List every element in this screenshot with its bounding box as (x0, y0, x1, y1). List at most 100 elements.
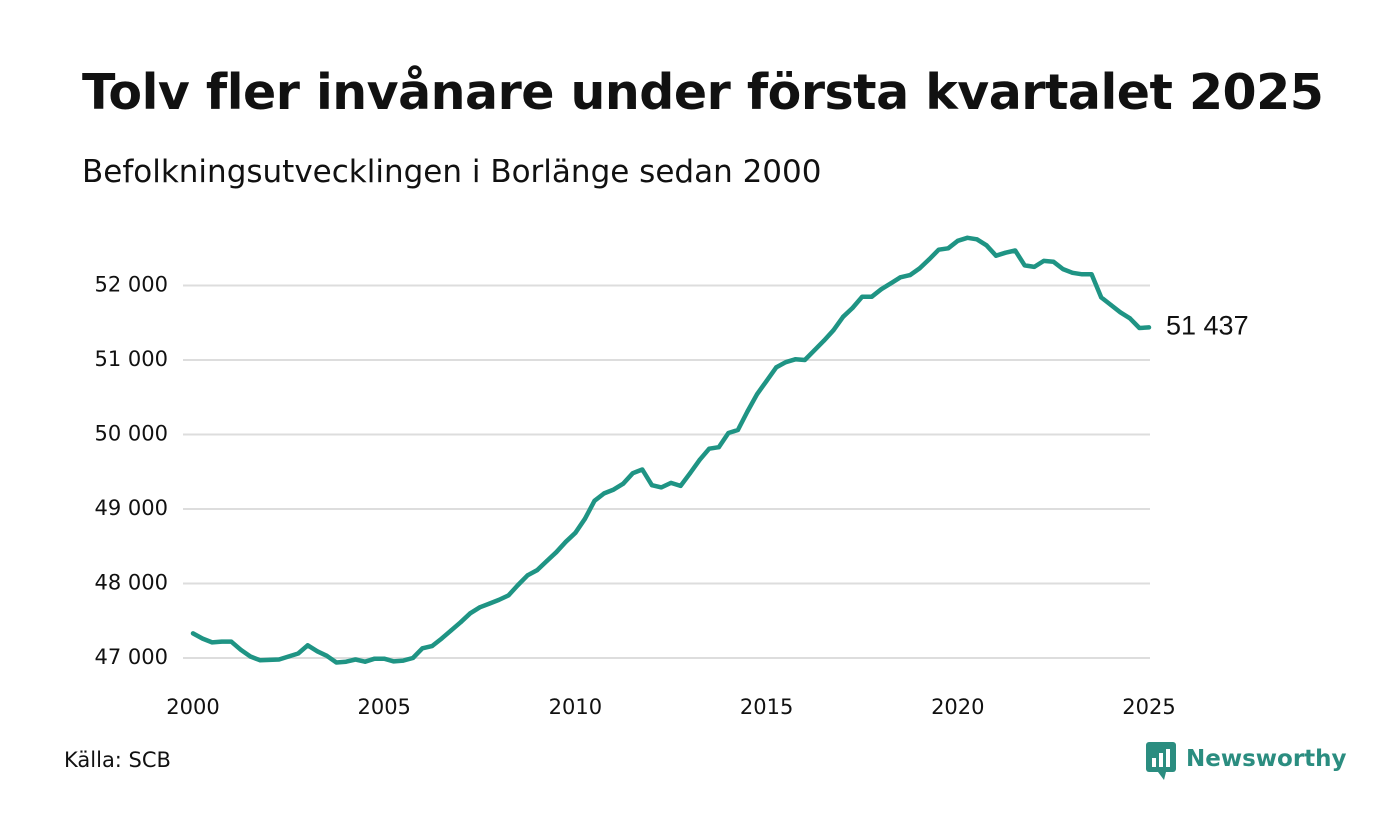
data-point (611, 487, 616, 492)
data-point (927, 257, 932, 262)
chart-subtitle: Befolkningsutvecklingen i Borlänge sedan… (82, 154, 822, 190)
data-point (401, 658, 406, 663)
data-point (1022, 263, 1027, 268)
data-point (324, 653, 329, 658)
data-point (477, 605, 482, 610)
data-point (238, 647, 243, 652)
data-point (525, 573, 530, 578)
data-point (563, 539, 568, 544)
data-points (191, 235, 1151, 665)
data-point (200, 636, 205, 641)
data-point (831, 328, 836, 333)
x-tick-label: 2020 (931, 695, 984, 719)
data-point (735, 428, 740, 432)
line-chart: 47 000 48 000 49 000 50 000 51 000 52 000 200… (95, 235, 1249, 719)
data-point (812, 348, 817, 353)
data-point (267, 657, 272, 662)
data-point (286, 654, 291, 659)
data-point (305, 643, 310, 648)
data-point (516, 583, 520, 587)
data-point (755, 392, 759, 397)
data-point (745, 409, 750, 414)
data-point (860, 294, 865, 299)
data-point (1070, 270, 1075, 275)
data-point (822, 338, 826, 343)
brand-name: Newsworthy (1186, 746, 1347, 772)
data-point (353, 657, 358, 662)
data-point (917, 266, 922, 271)
data-point (869, 294, 874, 299)
data-point (1108, 302, 1113, 307)
brand-logo[interactable]: Newsworthy (1146, 742, 1347, 782)
data-point (296, 651, 301, 656)
data-point (793, 357, 798, 362)
data-point (430, 644, 434, 649)
data-point (1032, 264, 1037, 269)
y-tick-label: 51 000 (95, 347, 168, 371)
data-point (955, 238, 960, 243)
y-tick-label: 49 000 (95, 496, 168, 520)
data-point (1003, 250, 1008, 255)
x-tick-label: 2010 (549, 695, 602, 719)
data-point (659, 485, 664, 490)
data-point (229, 639, 234, 644)
data-point (688, 471, 693, 476)
data-point (1118, 310, 1123, 315)
y-tick-label: 52 000 (95, 273, 168, 297)
grid-lines (183, 284, 1150, 659)
data-point (506, 593, 511, 598)
data-point (879, 287, 884, 292)
data-point (277, 657, 281, 662)
data-point (210, 640, 215, 645)
data-point (1099, 295, 1104, 300)
data-point (1080, 272, 1085, 277)
data-point (888, 281, 893, 286)
data-point (420, 646, 425, 651)
y-tick-label: 48 000 (95, 571, 168, 595)
chart-title: Tolv fler invånare under första kvartale… (82, 64, 1324, 121)
data-point (535, 568, 540, 573)
data-point (583, 516, 587, 521)
data-point (1041, 258, 1046, 263)
data-point (458, 620, 463, 625)
data-point (334, 660, 339, 665)
data-point (621, 481, 626, 486)
data-point (439, 636, 444, 641)
data-point (716, 445, 721, 450)
data-point (974, 237, 979, 242)
newsworthy-logo-icon (1146, 742, 1176, 780)
data-point (248, 654, 253, 659)
source-note: Källa: SCB (64, 748, 171, 772)
data-point (382, 656, 387, 661)
data-point (315, 649, 320, 654)
data-point (994, 253, 998, 258)
data-point (669, 480, 673, 485)
x-tick-label: 2025 (1122, 695, 1175, 719)
data-point (602, 491, 607, 496)
data-point (1051, 259, 1056, 264)
data-point (449, 628, 454, 633)
data-point (908, 273, 912, 278)
data-point (372, 656, 377, 661)
data-point (1147, 325, 1151, 330)
x-tick-label: 2005 (357, 695, 410, 719)
data-point (487, 601, 492, 606)
data-point (774, 365, 779, 370)
data-point (554, 550, 559, 555)
data-point (707, 446, 712, 451)
data-point (898, 275, 903, 280)
data-point (984, 243, 989, 248)
x-axis-tick-labels: 2000 2005 2010 2015 2020 2025 (166, 695, 1175, 719)
data-point (191, 631, 195, 636)
data-point (783, 360, 788, 365)
data-point (640, 467, 645, 472)
population-line (190, 235, 1152, 665)
data-point (764, 378, 769, 383)
data-point (592, 498, 597, 503)
data-point (678, 483, 683, 488)
end-value-label: 51 437 (1166, 311, 1249, 341)
data-point (1127, 316, 1132, 321)
data-point (1061, 267, 1065, 272)
data-point (726, 431, 731, 435)
x-tick-label: 2015 (740, 695, 793, 719)
